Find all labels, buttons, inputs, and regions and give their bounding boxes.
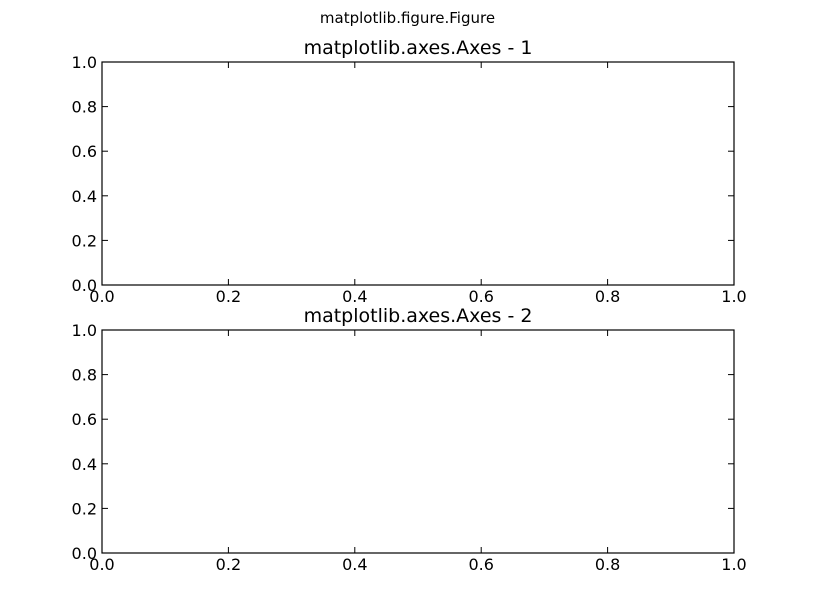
y-tick-label: 0.0 — [72, 544, 97, 563]
x-tick-label: 0.2 — [216, 555, 241, 574]
y-tick-label: 0.0 — [72, 276, 97, 295]
y-tick-label: 0.6 — [72, 410, 97, 429]
x-tick-label: 0.2 — [216, 287, 241, 306]
x-tick-label: 0.6 — [468, 555, 493, 574]
y-tick-label: 0.2 — [72, 499, 97, 518]
y-tick-label: 1.0 — [72, 53, 97, 72]
x-tick-label: 0.0 — [89, 287, 114, 306]
x-tick-label: 0.4 — [342, 287, 367, 306]
x-tick-label: 1.0 — [721, 555, 746, 574]
x-tick-label: 0.8 — [595, 555, 620, 574]
y-tick-label: 0.2 — [72, 231, 97, 250]
axes-frame — [101, 61, 735, 286]
axes-title: matplotlib.axes.Axes - 1 — [304, 37, 533, 59]
figure-suptitle: matplotlib.figure.Figure — [319, 9, 496, 27]
axes-title: matplotlib.axes.Axes - 2 — [304, 305, 533, 327]
axes-frame — [101, 329, 735, 554]
x-tick-label: 0.8 — [595, 287, 620, 306]
y-tick-label: 0.4 — [72, 187, 97, 206]
y-tick-label: 0.4 — [72, 455, 97, 474]
x-tick-label: 0.4 — [342, 555, 367, 574]
y-tick-label: 0.8 — [72, 366, 97, 385]
x-tick-label: 0.0 — [89, 555, 114, 574]
x-tick-label: 1.0 — [721, 287, 746, 306]
y-tick-label: 0.8 — [72, 98, 97, 117]
y-tick-label: 0.6 — [72, 142, 97, 161]
axes-1: matplotlib.axes.Axes - 1 0.0 0.2 0.4 0.6 0.8 1… — [72, 37, 747, 306]
axes-2: matplotlib.axes.Axes - 2 0.0 0.2 0.4 0.6 0.8 1… — [72, 305, 747, 574]
x-tick-label: 0.6 — [468, 287, 493, 306]
y-tick-label: 1.0 — [72, 321, 97, 340]
